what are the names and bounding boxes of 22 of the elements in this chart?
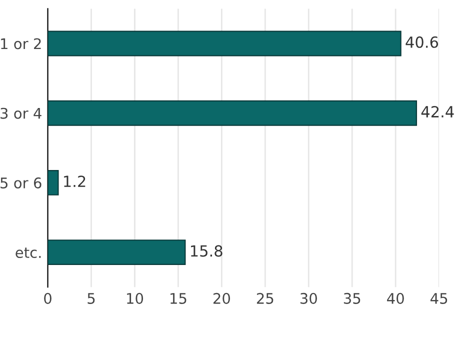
bar (48, 100, 418, 126)
x-tick-label: 10 (127, 292, 144, 304)
x-tick-label: 25 (256, 292, 274, 304)
data-label: 42.4 (421, 106, 454, 118)
x-tick-label: 20 (213, 292, 230, 304)
data-label: 40.6 (406, 36, 438, 48)
x-tick-label: 15 (170, 293, 186, 304)
x-tick-label: 45 (430, 293, 448, 304)
y-tick-label: 5 or 6 (0, 177, 42, 188)
y-tick-label: 1 or 2 (1, 38, 41, 50)
y-tick-label: 3 or 4 (0, 108, 42, 119)
x-tick-label: 35 (344, 292, 360, 304)
x-tick-label: 30 (300, 292, 317, 304)
data-label: 1.2 (64, 176, 86, 187)
x-tick-label: 40 (387, 292, 404, 304)
x-tick-label: 0 (44, 292, 52, 304)
data-label: 15.8 (191, 245, 222, 257)
y-tick-label: etc. (16, 248, 41, 258)
bar (48, 240, 186, 266)
x-tick-label: 5 (88, 293, 95, 304)
bar (48, 170, 59, 196)
bar (48, 30, 402, 56)
